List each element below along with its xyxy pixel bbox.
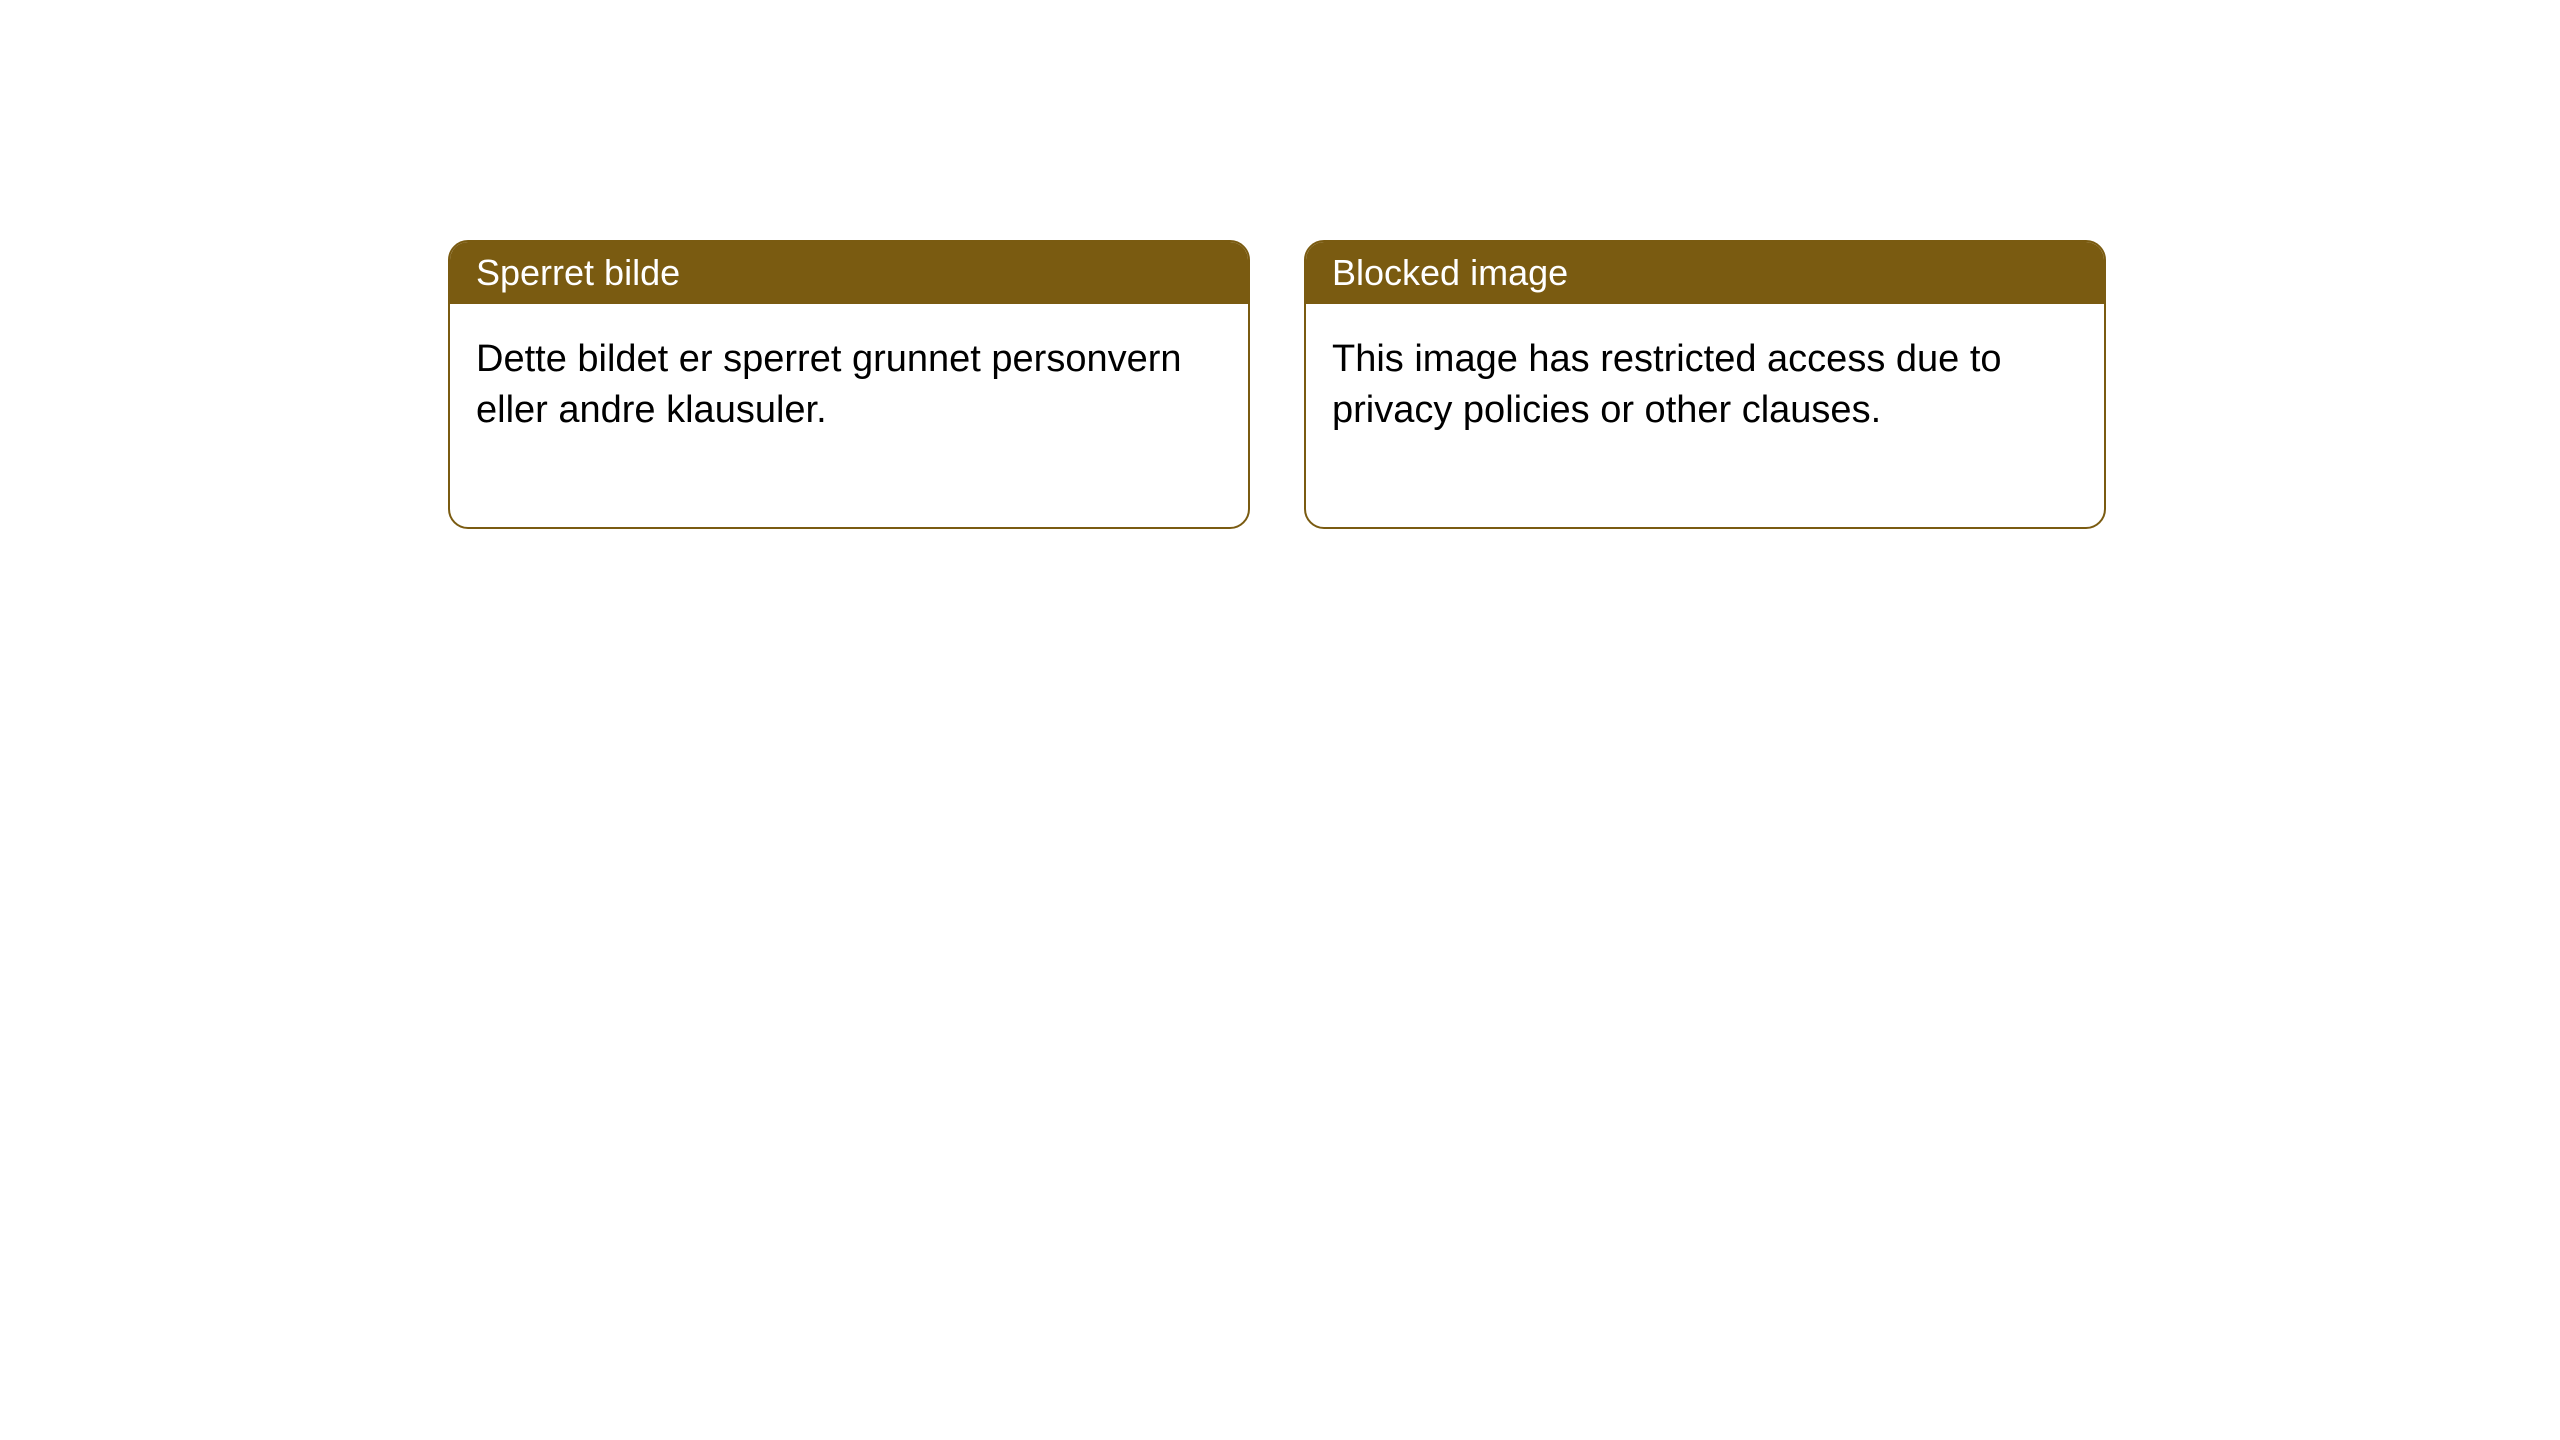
- blocked-image-card-en: Blocked image This image has restricted …: [1304, 240, 2106, 529]
- card-body-en: This image has restricted access due to …: [1306, 304, 2104, 527]
- blocked-image-cards-container: Sperret bilde Dette bildet er sperret gr…: [0, 0, 2560, 529]
- card-body-no: Dette bildet er sperret grunnet personve…: [450, 304, 1248, 527]
- card-title-no: Sperret bilde: [450, 242, 1248, 304]
- card-title-en: Blocked image: [1306, 242, 2104, 304]
- blocked-image-card-no: Sperret bilde Dette bildet er sperret gr…: [448, 240, 1250, 529]
